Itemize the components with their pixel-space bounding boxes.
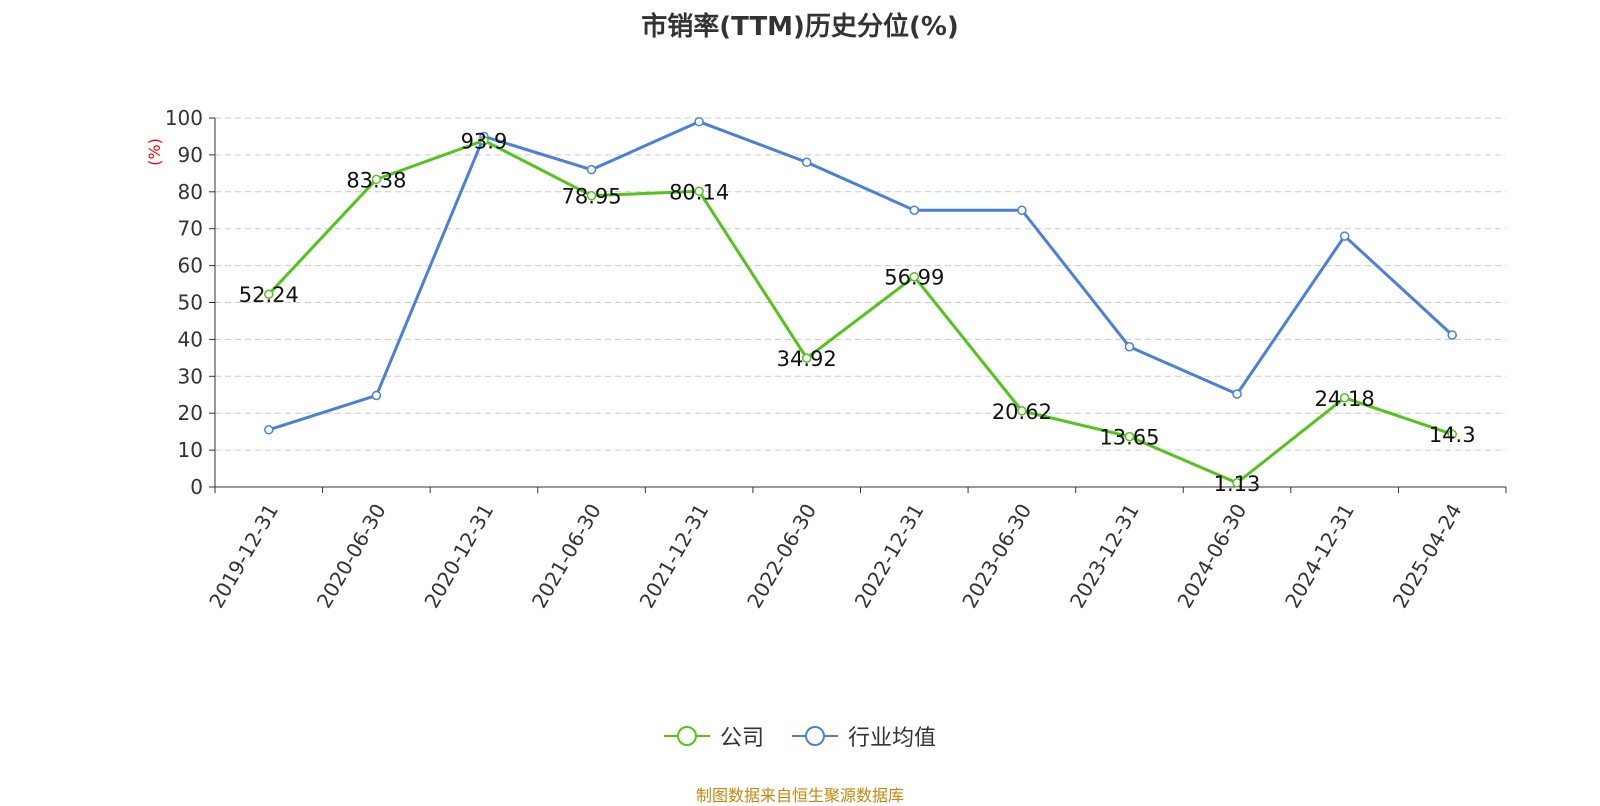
data-point: [371, 174, 382, 185]
legend-marker-icon: [663, 726, 710, 746]
y-tick-label: 20: [178, 401, 203, 425]
x-tick-label: 2025-04-24: [1388, 500, 1467, 613]
data-point: [1124, 342, 1135, 352]
data-label: 78.95: [561, 185, 621, 209]
data-label: 13.65: [1099, 426, 1159, 450]
data-point: [1447, 429, 1457, 439]
data-point: [801, 157, 812, 168]
y-tick-label: 40: [178, 327, 203, 351]
data-label: 80.14: [669, 180, 729, 204]
x-tick-label: 2019-12-31: [204, 500, 283, 613]
y-axis-label: (%): [145, 138, 164, 166]
x-tick-label: 2020-06-30: [312, 500, 391, 613]
data-label: 52.24: [239, 283, 299, 307]
series-lines: [264, 116, 1457, 488]
data-point: [1017, 205, 1027, 215]
data-point: [1339, 231, 1350, 241]
y-tick-label: 70: [178, 217, 203, 241]
data-point: [371, 390, 382, 401]
x-tick-label: 2022-12-31: [850, 500, 929, 613]
x-tick-label: 2024-12-31: [1280, 500, 1359, 613]
data-label: 20.62: [992, 400, 1052, 424]
data-point: [909, 205, 920, 215]
y-tick-label: 100: [165, 106, 203, 130]
y-tick-label: 80: [178, 180, 203, 204]
y-tick-label: 30: [178, 364, 203, 388]
y-tick-label: 0: [190, 475, 203, 499]
y-tick-label: 50: [178, 291, 203, 315]
y-tick-label: 60: [178, 254, 203, 278]
data-label: 1.13: [1214, 472, 1261, 496]
series-line: [267, 139, 1453, 485]
x-tick-label: 2023-06-30: [957, 500, 1036, 613]
x-tick-label: 2021-06-30: [527, 500, 606, 613]
data-point: [1017, 406, 1027, 416]
data-label: 56.99: [884, 266, 944, 290]
data-point: [586, 164, 597, 175]
data-point: [1232, 389, 1242, 399]
data-point: [479, 135, 489, 146]
grid-lines: [215, 117, 1506, 451]
data-point: [694, 116, 704, 127]
data-point: [1232, 478, 1242, 488]
legend-item[interactable]: 行业均值: [792, 720, 936, 752]
legend-label: 行业均值: [848, 726, 937, 751]
data-point: [264, 289, 274, 299]
data-point: [1447, 330, 1457, 340]
data-label: 24.18: [1315, 387, 1375, 411]
data-point: [586, 190, 597, 201]
data-label: 83.38: [346, 168, 406, 192]
data-point: [1124, 431, 1135, 442]
data-point: [264, 425, 274, 435]
source-note: 制图数据来自恒生聚源数据库: [695, 786, 904, 805]
legend: 公司 行业均值: [0, 720, 1600, 752]
data-point: [694, 186, 704, 197]
data-label: 34.92: [777, 347, 837, 371]
y-tick-label: 10: [178, 438, 203, 462]
data-point: [801, 353, 812, 363]
legend-label: 公司: [719, 726, 764, 751]
x-tick-label: 2023-12-31: [1065, 500, 1144, 613]
chart-title: 市销率(TTM)历史分位(%): [641, 12, 959, 42]
data-point: [909, 271, 920, 282]
data-label: 93.9: [461, 130, 508, 154]
x-tick-label: 2021-12-31: [635, 500, 714, 613]
data-point: [1339, 393, 1350, 403]
series-line: [268, 120, 1454, 432]
legend-item[interactable]: 公司: [663, 720, 764, 752]
legend-marker-icon: [792, 726, 838, 746]
x-tick-label: 2020-12-31: [419, 500, 498, 613]
x-tick-label: 2022-06-30: [742, 500, 821, 613]
data-label: 14.3: [1429, 423, 1476, 447]
y-tick-label: 90: [178, 143, 203, 167]
x-tick-label: 2024-06-30: [1172, 500, 1251, 613]
data-labels: 52.24 83.38 93.9 78.95 80.14 34.92 56.99 20.62 1…: [239, 130, 1476, 496]
